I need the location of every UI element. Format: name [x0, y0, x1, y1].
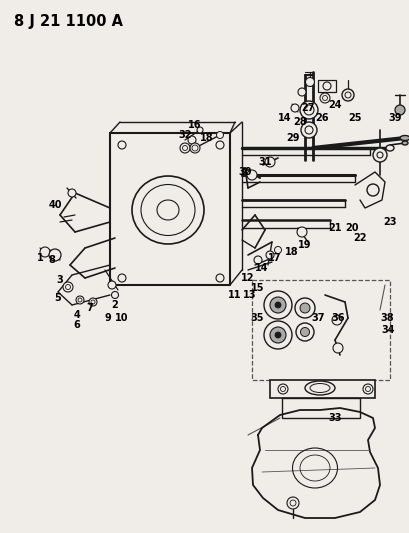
Text: 19: 19: [297, 240, 311, 250]
Circle shape: [264, 157, 274, 167]
Text: 14: 14: [255, 263, 268, 273]
Text: 7: 7: [86, 303, 93, 313]
Circle shape: [89, 298, 97, 306]
Text: 40: 40: [48, 200, 62, 210]
Circle shape: [265, 251, 273, 259]
Circle shape: [270, 297, 285, 313]
Text: 9: 9: [104, 313, 111, 323]
Circle shape: [196, 127, 202, 133]
Text: 21: 21: [328, 223, 341, 233]
Ellipse shape: [385, 145, 393, 151]
Text: 8 J 21 1100 A: 8 J 21 1100 A: [14, 14, 123, 29]
Circle shape: [108, 281, 116, 289]
Text: 5: 5: [54, 293, 61, 303]
Circle shape: [277, 384, 287, 394]
Text: 17: 17: [267, 253, 281, 263]
Circle shape: [246, 170, 256, 180]
Text: 20: 20: [344, 223, 358, 233]
Bar: [252, 280, 389, 380]
Circle shape: [254, 256, 261, 264]
Circle shape: [270, 327, 285, 343]
Text: 30: 30: [238, 167, 251, 177]
Circle shape: [362, 384, 372, 394]
Circle shape: [216, 132, 223, 139]
Text: 24: 24: [328, 100, 341, 110]
Text: 26: 26: [315, 113, 328, 123]
Circle shape: [300, 122, 316, 138]
Bar: [317, 80, 335, 92]
Circle shape: [274, 302, 280, 308]
Circle shape: [366, 184, 378, 196]
Text: 38: 38: [379, 313, 393, 323]
Text: 8: 8: [48, 255, 55, 265]
Text: 6: 6: [74, 320, 80, 330]
Text: 4: 4: [74, 310, 80, 320]
Circle shape: [263, 291, 291, 319]
Ellipse shape: [399, 135, 409, 141]
Text: 36: 36: [330, 313, 344, 323]
Circle shape: [341, 89, 353, 101]
Text: 23: 23: [382, 217, 396, 227]
Text: 34: 34: [380, 325, 394, 335]
Bar: [270, 380, 374, 398]
Ellipse shape: [304, 381, 334, 395]
Text: 37: 37: [310, 313, 324, 323]
Text: 31: 31: [258, 157, 271, 167]
Circle shape: [372, 148, 386, 162]
Text: 35: 35: [249, 313, 263, 323]
Text: 15: 15: [251, 283, 264, 293]
Text: 22: 22: [353, 233, 366, 243]
Circle shape: [394, 105, 404, 115]
Text: 18: 18: [285, 247, 298, 257]
Circle shape: [274, 246, 281, 254]
Text: 16: 16: [188, 120, 201, 130]
Circle shape: [296, 227, 306, 237]
Text: 2: 2: [111, 300, 118, 310]
Circle shape: [286, 497, 298, 509]
Bar: [281, 398, 359, 418]
Text: 14: 14: [278, 113, 291, 123]
Circle shape: [188, 136, 196, 144]
Circle shape: [331, 315, 341, 325]
Circle shape: [290, 104, 298, 112]
Circle shape: [295, 323, 313, 341]
Circle shape: [294, 298, 314, 318]
Text: 39: 39: [387, 113, 401, 123]
Circle shape: [274, 332, 280, 338]
Circle shape: [332, 343, 342, 353]
Circle shape: [180, 143, 189, 153]
Circle shape: [189, 143, 200, 153]
Circle shape: [319, 93, 329, 103]
Text: 11: 11: [228, 290, 241, 300]
Text: 3: 3: [56, 275, 63, 285]
Text: 10: 10: [115, 313, 128, 323]
Text: 13: 13: [243, 290, 256, 300]
Circle shape: [63, 282, 73, 292]
Circle shape: [111, 292, 118, 298]
Text: 32: 32: [178, 130, 191, 140]
Text: 25: 25: [347, 113, 361, 123]
Circle shape: [40, 247, 50, 257]
Text: 27: 27: [301, 103, 314, 113]
Text: 29: 29: [285, 133, 299, 143]
Circle shape: [297, 88, 305, 96]
Circle shape: [49, 249, 61, 261]
Text: 12: 12: [240, 273, 254, 283]
Circle shape: [263, 321, 291, 349]
Text: 33: 33: [328, 413, 341, 423]
Ellipse shape: [401, 141, 407, 145]
Text: 28: 28: [292, 117, 306, 127]
Circle shape: [299, 303, 309, 313]
Circle shape: [76, 296, 84, 304]
Text: 1: 1: [36, 253, 43, 263]
Circle shape: [68, 189, 76, 197]
Circle shape: [299, 101, 317, 119]
Circle shape: [305, 77, 314, 86]
Circle shape: [300, 327, 309, 336]
Text: 18: 18: [200, 133, 213, 143]
